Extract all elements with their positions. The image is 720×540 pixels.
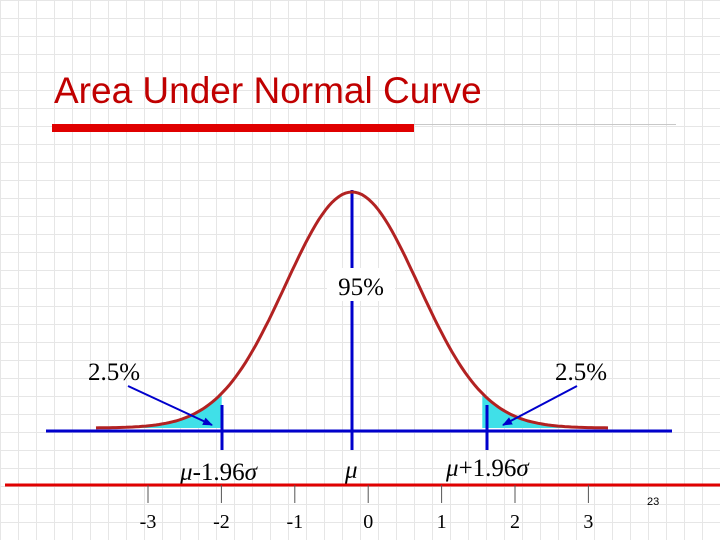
z-axis-tick-label: -3 (140, 511, 157, 533)
left-tail-shaded-area (96, 393, 222, 428)
right-tail-percent-label: 2.5% (555, 359, 607, 386)
z-axis-tick-label: -2 (213, 511, 230, 533)
center-percent-label: 95% (338, 274, 384, 301)
left-tail-percent-label: 2.5% (88, 359, 140, 386)
z-axis-tick-label: -1 (286, 511, 303, 533)
normal-curve (95, 190, 609, 430)
title-rule (414, 124, 676, 125)
center-label-box (327, 268, 395, 301)
right-tail-arrow (502, 385, 578, 426)
slide-number: 23 (647, 496, 660, 508)
left-tail-arrow (127, 385, 213, 426)
z-axis-tick-label: 3 (583, 511, 593, 533)
z-axis-tick-label: 0 (363, 511, 373, 533)
z-axis-tick-label: 2 (510, 511, 520, 533)
right-tail-shaded-area (482, 393, 608, 428)
right-critical-label: μ+1.96σ (445, 455, 530, 482)
slide-title: Area Under Normal Curve (54, 70, 482, 111)
z-axis-ticks: -3 -2 -1 0 1 2 3 (140, 485, 593, 533)
title-underline-bar (52, 124, 414, 132)
mean-label: μ (344, 457, 358, 484)
left-critical-label: μ-1.96σ (179, 459, 259, 486)
z-axis-tick-label: 1 (437, 511, 447, 533)
